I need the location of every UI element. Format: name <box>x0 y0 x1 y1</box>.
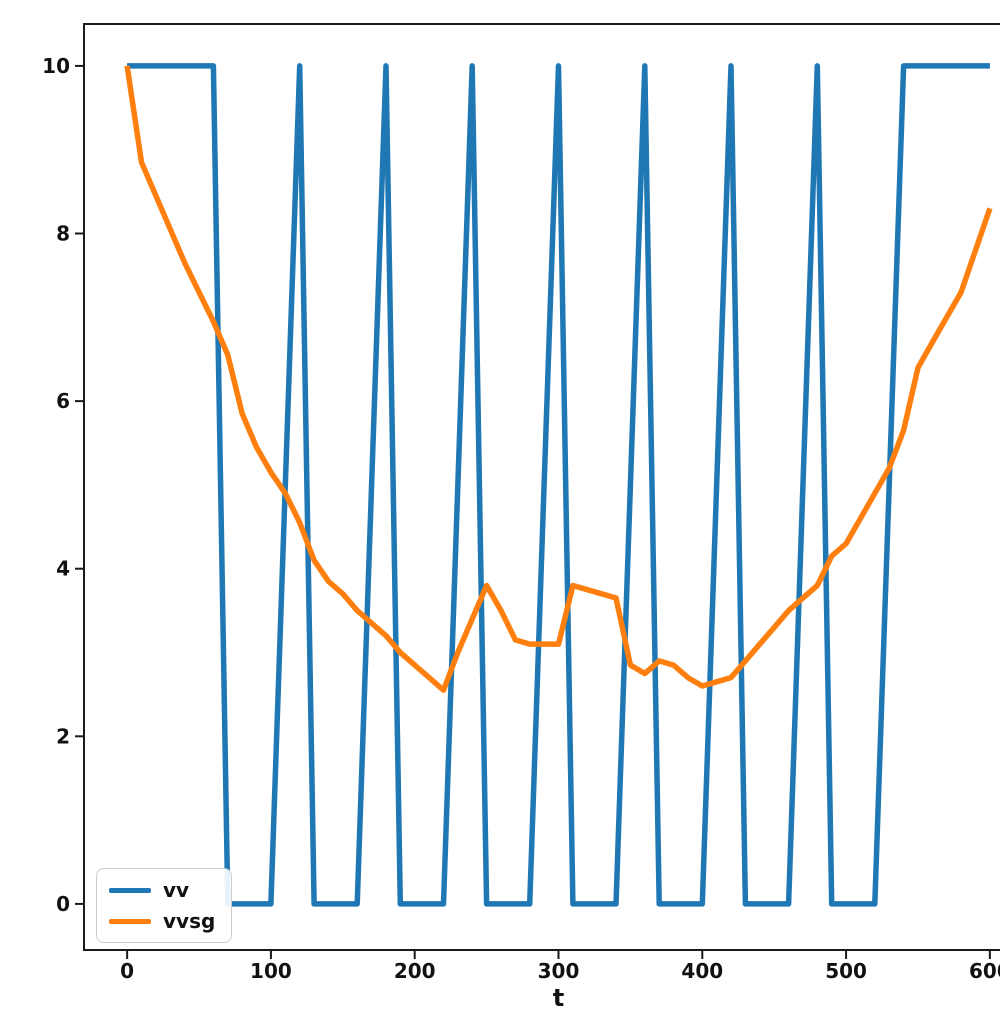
y-tick-label: 0 <box>56 892 70 916</box>
legend-item-vvsg: vvsg <box>109 910 215 932</box>
x-tick-label: 200 <box>394 959 436 983</box>
x-tick-label: 600 <box>969 959 1000 983</box>
x-axis-label: t <box>553 984 564 1012</box>
vvsg-line-swatch <box>109 918 151 924</box>
x-tick-label: 0 <box>120 959 134 983</box>
y-tick-label: 4 <box>56 557 70 581</box>
y-tick-label: 6 <box>56 389 70 413</box>
vv-line <box>127 63 990 907</box>
x-tick-label: 400 <box>681 959 723 983</box>
legend-label-vv: vv <box>163 878 190 902</box>
legend-item-vv: vv <box>109 879 215 901</box>
plot-svg: 0 100 200 300 400 500 600 0 2 4 6 8 10 t <box>42 23 1000 1012</box>
y-tick-label: 10 <box>42 54 70 78</box>
x-tick-label: 100 <box>250 959 292 983</box>
vvsg-line <box>124 65 993 693</box>
legend: vv vvsg <box>96 868 233 943</box>
y-tick-label: 2 <box>56 724 70 748</box>
x-tick-label: 500 <box>825 959 867 983</box>
y-tick-label: 8 <box>56 222 70 246</box>
vv-line-swatch <box>109 887 151 893</box>
legend-label-vvsg: vvsg <box>163 909 216 933</box>
figure: 0 100 200 300 400 500 600 0 2 4 6 8 10 t vv vvsg <box>40 16 1000 1020</box>
x-tick-label: 300 <box>538 959 580 983</box>
